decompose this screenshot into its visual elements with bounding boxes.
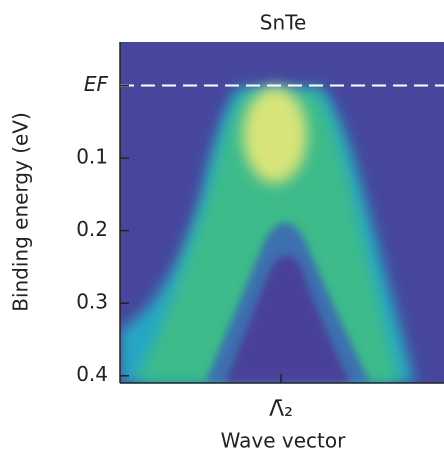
y-tick-label: 0.4 <box>76 362 108 386</box>
x-tick-label: Λ̄₂ <box>269 397 293 422</box>
y-tick-label: EF <box>84 72 109 96</box>
y-tick-label: 0.3 <box>76 290 108 314</box>
y-axis-label: Binding energy (eV) <box>9 112 33 312</box>
spectrum-image <box>120 42 444 383</box>
y-tick-label: 0.2 <box>76 217 108 241</box>
y-tick-label: 0.1 <box>76 145 108 169</box>
x-axis-label: Wave vector <box>221 429 346 453</box>
chart-title: SnTe <box>260 11 307 35</box>
